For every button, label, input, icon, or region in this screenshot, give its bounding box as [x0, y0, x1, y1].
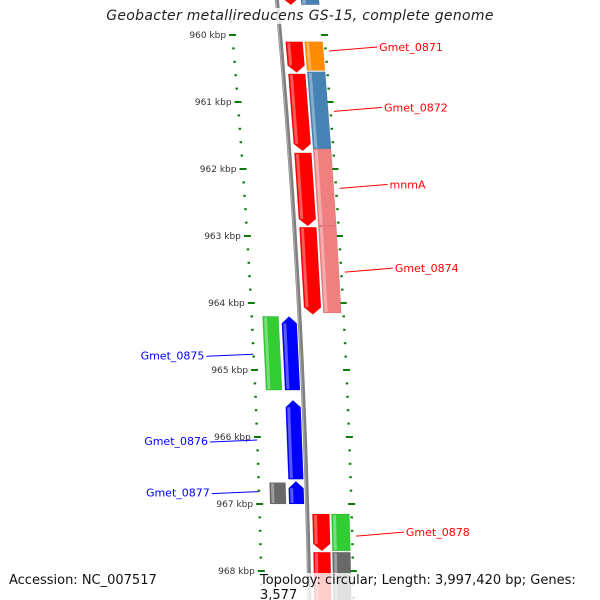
- gene-feature: [304, 41, 326, 71]
- gene-highlight: [308, 72, 318, 149]
- gene-feature: [288, 480, 305, 505]
- topology-text: Topology: circular; Length: 3,997,420 bp…: [260, 573, 600, 600]
- tick-label: 961 kbp: [195, 98, 232, 108]
- label-leader-line: [355, 531, 404, 537]
- gene-feature: [285, 41, 305, 73]
- gene-highlight: [300, 228, 309, 308]
- label-leader-line: [329, 46, 378, 52]
- tick-label: 964 kbp: [208, 299, 245, 309]
- gene-feature: [281, 316, 301, 391]
- gene-highlight: [289, 74, 299, 145]
- accession-text: Accession: NC_007517: [9, 573, 157, 588]
- map-title: Geobacter metallireducens GS-15, complet…: [0, 8, 600, 24]
- gene-highlight: [295, 153, 304, 220]
- gene-highlight: [270, 483, 275, 504]
- gene-highlight: [302, 0, 306, 4]
- tick-label: 966 kbp: [214, 433, 251, 443]
- backbone-highlight: [275, 0, 309, 600]
- label-leader-line: [206, 353, 254, 357]
- backbone-line: [274, 0, 312, 600]
- gene-feature: [269, 482, 287, 505]
- gene-label: Gmet_0875: [141, 349, 205, 362]
- gene-feature: [318, 225, 342, 314]
- gene-feature: [299, 227, 322, 315]
- gene-feature: [262, 316, 283, 391]
- gene-feature: [331, 513, 351, 552]
- gene-feature: [285, 399, 304, 480]
- gene-label: Gmet_0876: [144, 435, 208, 448]
- gene-label: Gmet_0877: [146, 487, 210, 500]
- gene-highlight: [287, 42, 293, 66]
- gene-highlight: [287, 407, 293, 479]
- map-title-text: Geobacter metallireducens GS-15, complet…: [104, 8, 496, 24]
- gene-highlight: [264, 317, 271, 390]
- tick-label: 962 kbp: [200, 165, 237, 175]
- label-leader-line: [333, 106, 383, 112]
- gene-highlight: [283, 323, 290, 390]
- gene-label: Gmet_0871: [379, 41, 443, 54]
- gene-highlight: [313, 515, 318, 544]
- gene-label: mnmA: [390, 178, 426, 191]
- tick-label: 968 kbp: [218, 567, 255, 577]
- gene-highlight: [319, 226, 328, 313]
- gene-highlight: [332, 515, 337, 550]
- label-leader-line: [339, 183, 388, 189]
- gene-feature: [288, 73, 311, 152]
- gene-feature: [284, 0, 297, 6]
- label-leader-line: [210, 439, 258, 443]
- label-leader-line: [344, 267, 393, 273]
- gene-label: Gmet_0874: [395, 262, 459, 275]
- gene-feature: [312, 513, 331, 552]
- tick-label: 965 kbp: [211, 366, 248, 376]
- gene-feature: [300, 0, 320, 6]
- gene-highlight: [306, 42, 312, 70]
- label-leader-line: [211, 491, 259, 495]
- gene-highlight: [314, 149, 323, 226]
- gene-feature: [294, 152, 317, 227]
- tick-label: 960 kbp: [189, 31, 226, 41]
- gene-label: Gmet_0878: [406, 526, 470, 539]
- tick-label: 963 kbp: [204, 232, 241, 242]
- tick-label: 967 kbp: [216, 500, 253, 510]
- gene-label: Gmet_0872: [384, 101, 448, 114]
